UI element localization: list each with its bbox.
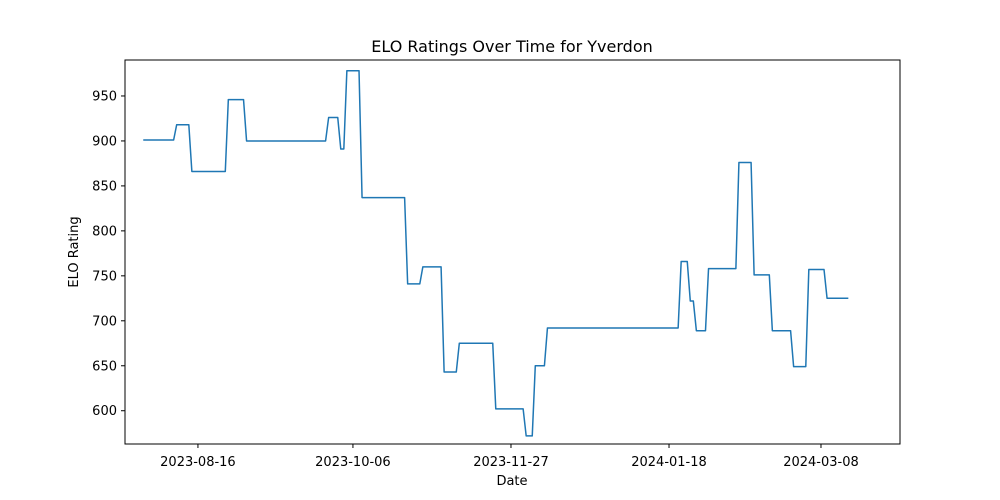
y-tick-label: 900: [92, 134, 117, 149]
y-axis-label: ELO Rating: [67, 216, 82, 287]
y-tick-label: 650: [92, 359, 117, 374]
y-tick-label: 600: [92, 404, 117, 419]
x-axis-label: Date: [496, 474, 527, 489]
y-tick-label: 850: [92, 179, 117, 194]
y-tick-label: 700: [92, 314, 117, 329]
x-tick-label: 2023-08-16: [160, 455, 236, 470]
x-tick-label: 2023-11-27: [473, 455, 549, 470]
y-tick-label: 750: [92, 269, 117, 284]
x-tick-label: 2024-03-08: [783, 455, 859, 470]
x-axis: 2023-08-16 2023-10-06 2023-11-27 2024-01-18…: [160, 444, 859, 470]
y-tick-label: 950: [92, 89, 117, 104]
x-tick-label: 2024-01-18: [631, 455, 707, 470]
y-tick-label: 800: [92, 224, 117, 239]
plot-frame: [124, 59, 901, 445]
x-tick-label: 2023-10-06: [315, 455, 391, 470]
y-axis: 600 650 700 750 800 850 900 950: [92, 89, 125, 419]
elo-rating-series-line: [143, 70, 849, 437]
chart-title: ELO Ratings Over Time for Yverdon: [371, 37, 653, 56]
